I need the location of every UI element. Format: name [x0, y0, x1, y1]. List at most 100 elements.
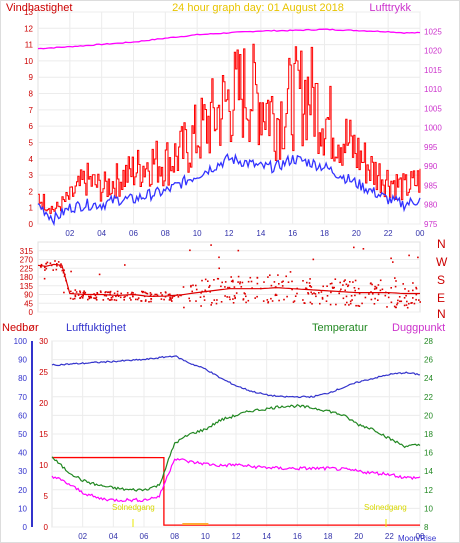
direction-point	[343, 280, 345, 283]
direction-point	[144, 300, 147, 302]
direction-point	[270, 284, 273, 287]
wind-tick-label: 5	[29, 138, 34, 147]
direction-point	[306, 281, 308, 284]
direction-point	[136, 298, 139, 301]
direction-point	[415, 293, 418, 296]
x-tick-label: 08	[170, 532, 179, 541]
direction-point	[405, 304, 408, 306]
humidity-tick-label: 20	[18, 486, 27, 495]
direction-point	[80, 295, 83, 298]
pressure-tick-label: 975	[424, 220, 438, 229]
wind-tick-label: 2	[29, 187, 34, 196]
direction-point	[129, 297, 131, 299]
direction-point	[123, 296, 125, 299]
direction-point	[100, 291, 102, 293]
direction-point	[87, 298, 89, 301]
direction-point	[400, 300, 403, 303]
direction-point	[233, 295, 236, 297]
direction-point	[55, 268, 58, 271]
direction-point	[339, 281, 341, 284]
direction-point	[113, 292, 116, 295]
direction-point	[82, 294, 84, 297]
direction-point	[218, 267, 220, 270]
direction-point	[141, 290, 143, 293]
direction-point	[183, 306, 185, 309]
wind-tick-label: 11	[25, 41, 34, 50]
direction-point	[369, 282, 372, 285]
direction-point	[377, 293, 380, 296]
direction-point	[108, 299, 111, 301]
pressure-tick-label: 980	[424, 201, 438, 210]
wind-tick-label: 12	[24, 24, 33, 33]
direction-point	[319, 302, 321, 305]
direction-point	[396, 303, 398, 306]
direction-point	[329, 283, 332, 285]
direction-point	[171, 297, 173, 299]
direction-point	[195, 284, 197, 287]
rain-tick-label: 15	[39, 430, 48, 439]
pressure-axis-ticks: 975 980 985 990 995 1000 1005 1010 1015 1020 1025	[424, 27, 442, 229]
direction-point	[188, 297, 190, 300]
direction-point	[102, 299, 105, 301]
humidity-line	[51, 355, 420, 399]
rain-tick-label: 25	[39, 368, 48, 377]
temperature-tick-label: 10	[424, 504, 433, 513]
direction-point	[250, 280, 253, 283]
x-tick-label: 16	[293, 532, 302, 541]
direction-point	[107, 291, 110, 293]
direction-point	[120, 292, 122, 295]
x-tick-label: 02	[65, 229, 74, 238]
rain-axis-ticks: 0 5 10 15 20 25 30	[39, 337, 48, 532]
pressure-tick-label: 1020	[424, 47, 442, 56]
direction-point	[150, 300, 152, 303]
direction-point	[146, 292, 149, 295]
direction-point	[302, 280, 304, 282]
compass-label: S	[437, 273, 445, 287]
humidity-axis-ticks: 0 10 20 30 40 50 60 70 80 90 100	[14, 337, 28, 532]
rain-tick-label: 10	[39, 461, 48, 470]
direction-point	[346, 301, 348, 304]
direction-point	[344, 303, 347, 306]
temperature-tick-label: 12	[424, 486, 433, 495]
direction-point	[230, 280, 233, 283]
direction-point	[326, 295, 329, 297]
direction-point	[142, 291, 144, 294]
direction-point	[314, 293, 317, 295]
rain-tick-label: 20	[39, 399, 48, 408]
direction-point	[310, 286, 313, 288]
direction-point	[111, 296, 114, 298]
direction-point	[342, 284, 344, 286]
direction-point	[281, 285, 284, 287]
direction-point	[379, 289, 382, 292]
direction-point	[361, 302, 363, 305]
direction-point	[311, 303, 313, 305]
direction-point	[182, 286, 185, 288]
direction-point	[169, 293, 171, 296]
direction-tick-label: 0	[29, 308, 34, 317]
direction-point	[149, 294, 152, 297]
direction-point	[311, 293, 314, 295]
direction-point	[370, 291, 372, 293]
direction-point	[373, 288, 376, 290]
direction-point	[204, 289, 206, 292]
direction-point	[322, 285, 324, 288]
direction-point	[340, 288, 342, 291]
direction-point	[116, 290, 119, 293]
direction-point	[221, 281, 223, 284]
direction-point	[342, 297, 345, 300]
direction-point	[209, 284, 211, 287]
direction-point	[352, 281, 354, 283]
direction-point	[63, 275, 66, 278]
temperature-tick-label: 18	[424, 430, 433, 439]
direction-point	[412, 289, 414, 292]
direction-point	[73, 297, 76, 300]
direction-point	[282, 280, 284, 283]
direction-point	[124, 295, 126, 298]
direction-point	[126, 292, 129, 294]
direction-point	[271, 300, 274, 302]
direction-point	[171, 300, 173, 302]
direction-point	[296, 287, 298, 290]
